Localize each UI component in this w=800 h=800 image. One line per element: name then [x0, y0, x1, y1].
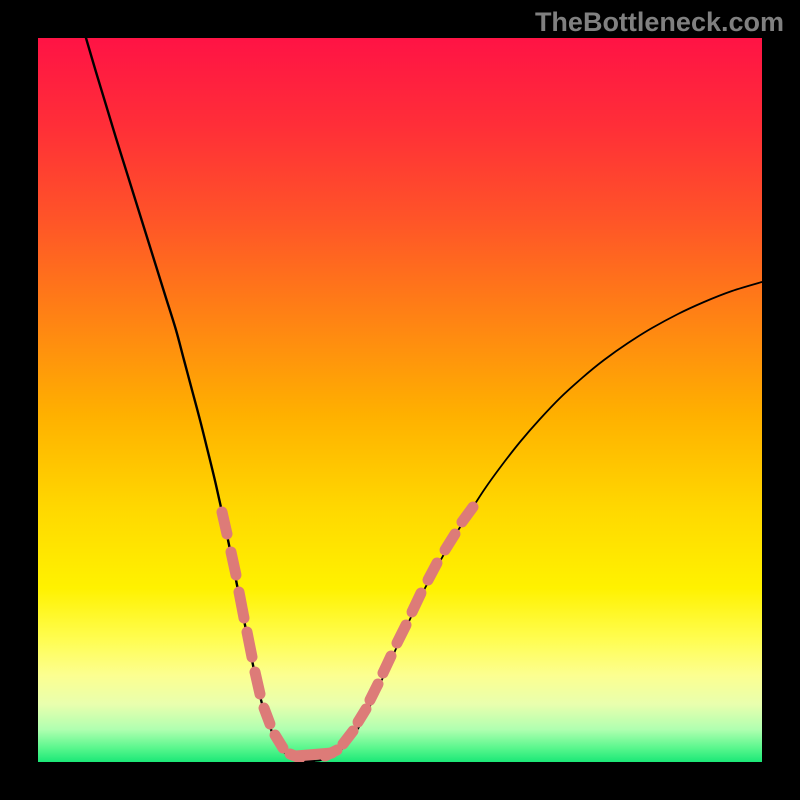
dotted-dash: [239, 592, 244, 618]
dotted-dash: [383, 656, 391, 673]
dotted-dash: [264, 708, 270, 724]
dotted-dash: [255, 672, 260, 694]
dotted-dash: [231, 552, 236, 575]
gradient-background: [38, 38, 762, 762]
dotted-dash: [275, 735, 283, 748]
dotted-dash: [370, 684, 378, 700]
dotted-dash: [358, 709, 366, 722]
dotted-dash: [222, 512, 227, 534]
bottleneck-curve-chart: [0, 0, 800, 800]
dotted-dash: [325, 750, 337, 756]
dotted-dash: [247, 632, 252, 657]
watermark-label: TheBottleneck.com: [535, 7, 784, 38]
